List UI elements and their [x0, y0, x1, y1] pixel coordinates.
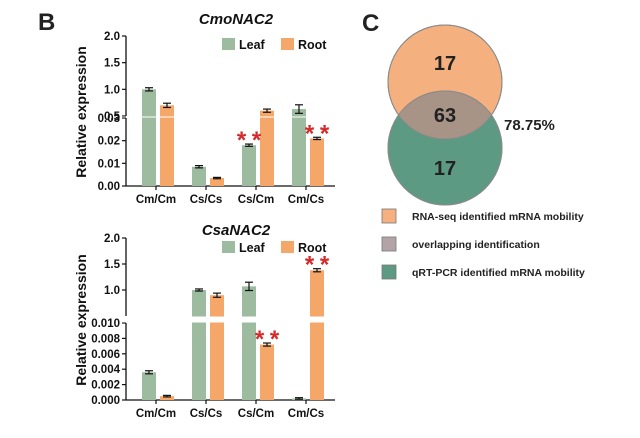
- panel-b-label: B: [38, 9, 55, 36]
- legend-label-leaf: Leaf: [239, 38, 266, 52]
- chart-cmonac2: CmoNAC2 Relative expression 2.0 1.5 1.0 0.5…: [73, 11, 335, 206]
- bar-root: [160, 105, 174, 186]
- y-tick-label: 0.002: [91, 380, 120, 392]
- significance-star: *: [252, 127, 262, 154]
- bar-leaf: [292, 109, 306, 186]
- x-tick-label: Cm/Cm: [136, 408, 176, 420]
- legend-label-root: Root: [298, 38, 327, 52]
- venn-overlap-percent: 78.75%: [504, 117, 555, 134]
- y-tick-label: 0.008: [91, 333, 120, 345]
- bar-leaf: [142, 372, 156, 400]
- bar-leaf: [242, 286, 256, 400]
- y-tick-label: 0.02: [98, 136, 120, 148]
- y-tick-label: 0.004: [91, 364, 120, 376]
- bar-root: [310, 138, 324, 186]
- x-tick-label: Cs/Cs: [190, 194, 223, 206]
- chart-title: CsaNAC2: [202, 222, 271, 239]
- bar-leaf: [192, 166, 206, 186]
- y-tick-label: 0.000: [91, 395, 120, 407]
- y-tick-label: 1.0: [104, 84, 120, 96]
- significance-star: *: [320, 120, 330, 147]
- venn-legend: RNA-seq identified mRNA mobility overlap…: [381, 208, 585, 280]
- bar-root: [210, 295, 224, 400]
- significance-star: *: [255, 326, 265, 353]
- significance-star: *: [237, 127, 247, 154]
- y-tick-label: 0.01: [98, 158, 121, 170]
- legend-swatch-qrtpcr: [381, 264, 397, 280]
- x-tick-label: Cs/Cm: [238, 194, 274, 206]
- bar-leaf: [192, 290, 206, 400]
- legend-swatch-root: [281, 241, 294, 253]
- axis-break: [120, 316, 335, 323]
- chart-csanac2: CsaNAC2 Relative expression 2.0 1.5 1.0 0.0…: [73, 222, 335, 420]
- bar-root: [260, 110, 274, 186]
- bar-root: [210, 178, 224, 186]
- legend-swatch-rnaseq: [381, 208, 397, 224]
- legend-swatch-leaf: [222, 241, 235, 253]
- y-tick-label: 0.006: [91, 349, 120, 361]
- legend-label-rnaseq: RNA-seq identified mRNA mobility: [412, 211, 584, 223]
- y-tick-label: 0.03: [98, 113, 120, 125]
- legend-swatch-root: [281, 38, 294, 50]
- axis-break: [120, 116, 335, 118]
- x-tick-label: Cm/Cm: [136, 194, 176, 206]
- y-tick-label: 1.5: [104, 58, 121, 70]
- venn-bottom-count: 17: [434, 158, 456, 180]
- x-tick-label: Cm/Cs: [288, 408, 324, 420]
- significance-star: *: [320, 252, 330, 279]
- legend-label-root: Root: [298, 241, 327, 255]
- x-tick-label: Cs/Cs: [190, 408, 223, 420]
- significance-star: *: [305, 120, 315, 147]
- y-axis-label: Relative expression: [73, 46, 89, 178]
- legend-swatch-overlap: [381, 236, 397, 252]
- y-tick-label: 0.5: [104, 111, 121, 123]
- significance-star: *: [270, 326, 280, 353]
- chart-title: CmoNAC2: [199, 11, 274, 28]
- legend-swatch-leaf: [222, 38, 235, 50]
- venn-overlap-count: 63: [434, 105, 456, 127]
- bar-root: [310, 270, 324, 400]
- x-tick-label: Cs/Cm: [238, 408, 274, 420]
- bar-root: [160, 396, 174, 400]
- bar-leaf: [142, 89, 156, 186]
- x-tick-label: Cm/Cs: [288, 194, 324, 206]
- bar-root: [260, 344, 274, 400]
- y-tick-label: 1.0: [104, 285, 120, 297]
- panel-c-label: C: [362, 10, 379, 37]
- y-tick-label: 2.0: [104, 31, 120, 43]
- venn-top-count: 17: [434, 53, 456, 75]
- venn-overlap-region: [388, 91, 502, 139]
- legend-label-leaf: Leaf: [239, 241, 266, 255]
- y-tick-label: 1.5: [104, 259, 121, 271]
- legend-label-qrtpcr: qRT-PCR identified mRNA mobility: [412, 267, 585, 279]
- y-axis-label: Relative expression: [73, 254, 89, 386]
- bar-leaf: [242, 145, 256, 186]
- y-tick-label: 2.0: [104, 233, 120, 245]
- y-tick-label: 0.010: [91, 318, 120, 330]
- venn-diagram: 17 63 17 78.75%: [387, 24, 555, 206]
- y-tick-label: 0.00: [98, 181, 120, 193]
- legend-label-overlap: overlapping identification: [412, 239, 540, 251]
- significance-star: *: [305, 252, 315, 279]
